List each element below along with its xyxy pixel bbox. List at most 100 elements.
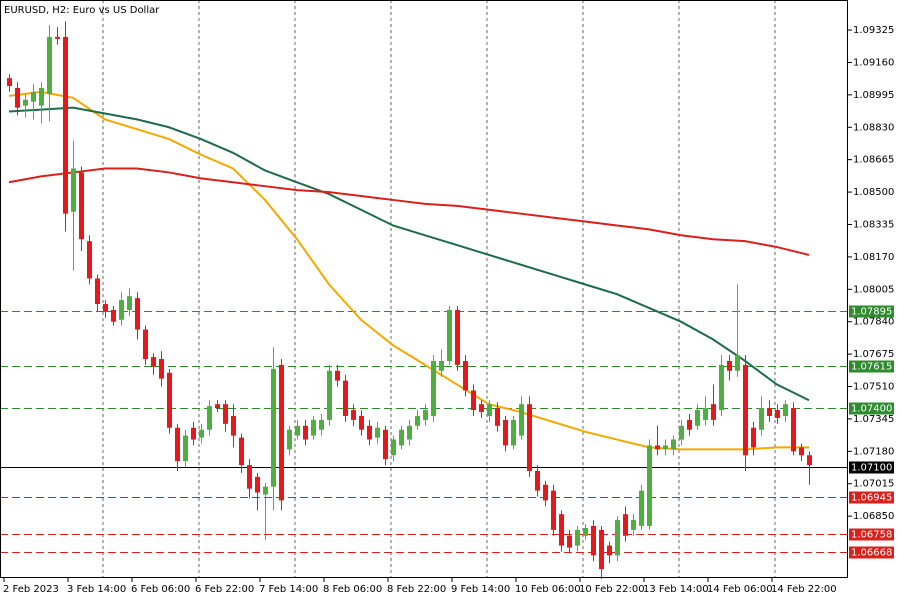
y-tick-label: 1.08665 — [853, 155, 894, 166]
candle-body — [47, 36, 52, 94]
candle-body — [279, 364, 284, 501]
y-tick-label: 1.08170 — [853, 252, 894, 263]
candle-body — [439, 360, 444, 371]
candle-body — [639, 490, 644, 526]
candle-body — [559, 514, 564, 546]
plot-area — [0, 0, 848, 579]
candle-body — [287, 429, 292, 450]
candle-body — [735, 355, 740, 371]
candle-body — [487, 404, 492, 416]
candle-body — [543, 484, 548, 501]
y-tick-label: 1.07675 — [853, 349, 894, 360]
candle-body — [431, 360, 436, 416]
level-label: 1.06758 — [851, 530, 892, 541]
candle-body — [775, 410, 780, 418]
candle-body — [767, 408, 772, 416]
candle-body — [39, 87, 44, 106]
candle-body — [207, 406, 212, 430]
y-tick-label: 1.07345 — [853, 414, 894, 425]
level-label-box — [849, 546, 894, 559]
candle-body — [87, 241, 92, 279]
level-label: 1.06945 — [851, 493, 892, 504]
candle-body — [407, 425, 412, 440]
candle-body — [359, 415, 364, 430]
y-tick-label: 1.07840 — [853, 317, 894, 328]
candle-body — [15, 87, 20, 108]
x-tick-label: 8 Feb 06:00 — [323, 584, 382, 595]
candle-body — [615, 520, 620, 556]
candle-body — [335, 370, 340, 381]
candle-body — [151, 357, 156, 367]
candle-body — [375, 427, 380, 438]
candle-body — [255, 476, 260, 493]
candle-body — [31, 91, 36, 102]
candle-body — [199, 429, 204, 438]
candle-body — [583, 527, 588, 536]
candle-body — [807, 455, 812, 466]
candle-body — [455, 309, 460, 365]
candle-body — [63, 36, 68, 214]
candle-body — [519, 404, 524, 436]
candle-body — [791, 408, 796, 452]
candle-body — [503, 419, 508, 446]
x-tick-label: 8 Feb 22:00 — [387, 584, 446, 595]
candle-body — [463, 360, 468, 391]
level-label: 1.06668 — [851, 548, 892, 559]
candle-body — [391, 439, 396, 456]
candle-body — [663, 445, 668, 450]
moving-average — [8, 167, 810, 256]
candle-body — [415, 415, 420, 426]
y-tick-label: 1.07180 — [853, 446, 894, 457]
candle-body — [303, 425, 308, 440]
y-tick-label: 1.08500 — [853, 187, 894, 198]
candle-body — [311, 419, 316, 436]
candle-body — [471, 390, 476, 411]
y-tick-label: 1.07015 — [853, 479, 894, 490]
candle-body — [191, 427, 196, 440]
candle-body — [527, 404, 532, 471]
y-tick-label: 1.06850 — [853, 511, 894, 522]
x-tick-label: 9 Feb 14:00 — [451, 584, 510, 595]
candle-body — [623, 514, 628, 536]
x-tick-label: 13 Feb 14:00 — [643, 584, 709, 595]
candle-body — [343, 380, 348, 416]
x-tick-label: 10 Feb 22:00 — [579, 584, 645, 595]
candle-body — [399, 429, 404, 446]
candle-body — [119, 300, 124, 320]
candle-body — [495, 408, 500, 426]
candle-body — [719, 364, 724, 411]
candle-body — [383, 429, 388, 460]
x-tick-label: 6 Feb 06:00 — [131, 584, 190, 595]
candle-body — [423, 410, 428, 420]
y-tick-label: 1.09325 — [853, 25, 894, 36]
level-label-box — [849, 305, 894, 318]
candle-body — [71, 168, 76, 212]
candle-body — [575, 529, 580, 546]
candle-body — [511, 419, 516, 446]
candle-body — [743, 364, 748, 456]
x-tick-label: 14 Feb 22:00 — [771, 584, 837, 595]
candle-body — [367, 425, 372, 440]
level-label-box — [849, 402, 894, 415]
candle-body — [167, 372, 172, 428]
candle-body — [447, 309, 452, 361]
candle-body — [215, 404, 220, 409]
candle-body — [327, 370, 332, 420]
x-tick-label: 7 Feb 14:00 — [259, 584, 318, 595]
candle-body — [567, 535, 572, 548]
candle-body — [727, 360, 732, 371]
candle-body — [7, 78, 12, 87]
x-tick-label: 10 Feb 06:00 — [515, 584, 581, 595]
candle-body — [79, 172, 84, 240]
level-label: 1.07895 — [851, 307, 892, 318]
moving-average — [8, 106, 810, 402]
y-tick-label: 1.08995 — [853, 90, 894, 101]
candle-body — [143, 329, 148, 360]
y-tick-label: 1.08335 — [853, 219, 894, 230]
x-tick-label: 6 Feb 22:00 — [195, 584, 254, 595]
candle-body — [95, 278, 100, 305]
candle-body — [759, 408, 764, 430]
level-label-box — [849, 528, 894, 541]
